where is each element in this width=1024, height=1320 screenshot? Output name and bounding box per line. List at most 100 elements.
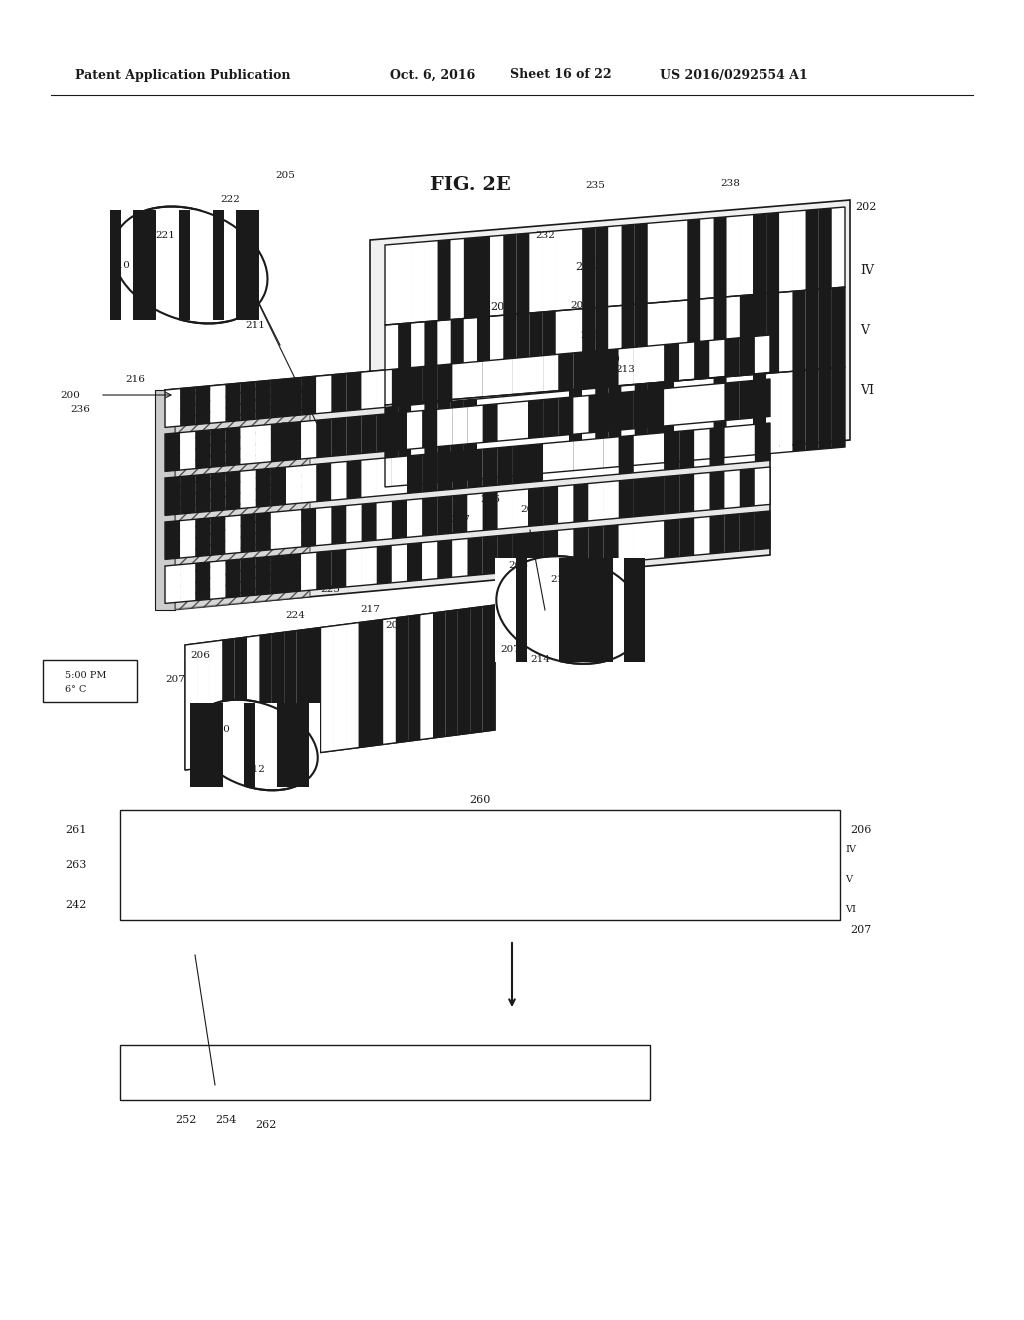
Polygon shape [558,397,573,436]
Polygon shape [422,541,437,579]
Bar [266,1047,273,1098]
Bar [345,1047,352,1098]
Bar [611,810,624,846]
Bar [273,1047,280,1098]
Polygon shape [361,414,377,454]
Polygon shape [739,512,755,552]
Polygon shape [301,465,316,503]
Bar [313,884,325,919]
Polygon shape [437,540,453,578]
Polygon shape [674,300,687,381]
Text: 218: 218 [590,620,610,630]
Bar [313,810,325,846]
Polygon shape [385,244,398,325]
Polygon shape [543,486,558,525]
Bar [635,884,647,919]
Polygon shape [595,387,608,469]
Polygon shape [618,347,634,387]
Bar [229,847,242,882]
Polygon shape [649,520,665,560]
Bar [523,1047,529,1098]
Ellipse shape [497,556,644,664]
Polygon shape [649,433,665,471]
Bar [120,1045,650,1100]
Polygon shape [679,474,694,512]
Text: 242: 242 [65,900,86,909]
Bar [719,810,730,846]
Polygon shape [437,239,451,321]
Polygon shape [361,503,377,541]
Polygon shape [603,480,618,520]
Bar [599,810,611,846]
Polygon shape [412,401,424,484]
Bar [404,1047,412,1098]
Bar [778,810,791,846]
Bar [259,210,270,319]
Bar [456,884,468,919]
Bar [233,704,244,787]
Bar [624,884,635,919]
Bar [719,847,730,882]
Bar [133,210,144,319]
Polygon shape [371,619,383,746]
Bar [333,1047,339,1098]
Bar [289,847,301,882]
Bar [537,1047,543,1098]
Polygon shape [385,323,398,405]
Polygon shape [241,381,256,421]
Bar [134,847,145,882]
Polygon shape [503,314,516,395]
Bar [602,1047,608,1098]
Polygon shape [516,234,529,314]
Polygon shape [648,383,662,465]
Bar [349,847,360,882]
Text: 236: 236 [70,405,90,414]
Polygon shape [286,466,301,504]
Bar [516,558,527,663]
Bar [468,884,480,919]
Text: 205: 205 [570,301,590,309]
Text: 238: 238 [720,178,740,187]
Bar [647,847,659,882]
Polygon shape [694,473,710,511]
Polygon shape [180,387,196,426]
Bar [360,847,373,882]
Bar [194,847,206,882]
Polygon shape [334,624,346,751]
Bar [158,810,170,846]
Bar [562,1047,569,1098]
Polygon shape [482,605,495,731]
Polygon shape [271,379,286,417]
Bar [641,1047,648,1098]
Polygon shape [256,512,271,552]
Polygon shape [589,438,603,477]
Bar [549,1047,556,1098]
Bar [181,1047,187,1098]
Polygon shape [513,533,528,572]
Bar [432,847,444,882]
Text: 207: 207 [850,925,871,935]
Text: 213: 213 [615,366,635,375]
Polygon shape [470,607,482,733]
Text: 224: 224 [285,610,305,619]
Polygon shape [687,219,700,300]
Polygon shape [806,370,819,450]
Bar [110,210,122,319]
Polygon shape [665,387,679,426]
Text: Sheet 16 of 22: Sheet 16 of 22 [510,69,611,82]
Text: 252: 252 [175,1115,197,1125]
Bar [527,810,540,846]
Text: 250: 250 [215,482,237,492]
Text: IV: IV [845,846,856,854]
Text: 206: 206 [480,495,500,504]
Text: Patent Application Publication: Patent Application Publication [75,69,291,82]
Bar [337,884,349,919]
Polygon shape [766,372,779,454]
Bar [742,847,755,882]
Polygon shape [740,375,753,457]
Bar [527,847,540,882]
Polygon shape [247,635,259,762]
Polygon shape [634,389,649,429]
Bar [206,810,217,846]
Bar [552,884,563,919]
